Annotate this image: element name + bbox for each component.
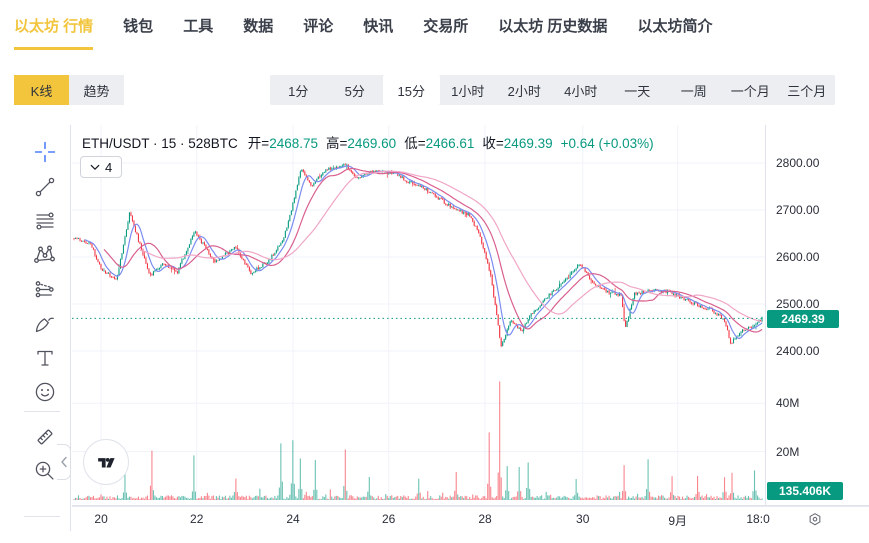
nav-item-tools[interactable]: 工具 [183,18,214,35]
price-tick-label: 2400.00 [776,344,820,358]
drawing-toolbar [20,125,71,531]
fib-retracement-icon [36,212,54,230]
ohlc-label: 开 [247,136,262,151]
current-price-badge: 2469.39 [767,310,839,328]
tf-1w[interactable]: 一周 [680,83,707,99]
chart-widget: ETH/USDT · 15 · 528BTC 开=2468.75 高=2469.60… [0,125,869,531]
tf-1mo[interactable]: 一个月 [730,83,770,99]
fib-retracement-tool-button[interactable] [32,208,58,234]
time-tick-label: 26 [382,512,396,526]
crosshair-icon [34,141,56,163]
toolbar-collapse-button[interactable] [57,444,71,480]
nav-item-exchanges[interactable]: 交易所 [423,18,469,35]
text-tool-button[interactable] [32,345,58,371]
axis-settings-button[interactable] [805,510,825,530]
chart-controls: K线 趋势 1分 5分 15分 1小时 2小时 4小时 一天 一周 一个月 三个月 [0,75,869,105]
time-tick-label: 20 [94,512,108,526]
text-icon [37,350,53,366]
tf-1m[interactable]: 1分 [288,83,309,99]
brush-icon [35,317,54,333]
nav-item-comments[interactable]: 评论 [303,18,334,35]
long-position-tool-button[interactable] [32,277,58,303]
ruler-tool-button[interactable] [32,424,58,450]
time-axis[interactable]: 20 22 24 26 28 30 9月 18:0 [72,505,869,532]
kline-button[interactable]: K线 [14,75,69,105]
price-tick-label: 2500.00 [776,297,820,311]
ruler-icon [37,429,53,445]
brush-tool-button[interactable] [32,311,58,337]
view-toggle: K线 趋势 [14,75,124,105]
xabcd-pattern-tool-button[interactable] [32,242,58,268]
chart-plot-area[interactable]: ETH/USDT · 15 · 528BTC 开=2468.75 高=2469.60… [72,125,765,505]
volume-tick-label: 20M [776,444,800,459]
chevron-left-icon [60,456,67,468]
time-tick-label: 30 [576,512,590,526]
price-tick-label: 2600.00 [776,250,820,264]
nav-item-news[interactable]: 快讯 [363,18,394,35]
nav-item-intro[interactable]: 以太坊简介 [637,18,713,35]
time-tick-label: 24 [286,512,300,526]
pane-separator [72,506,869,507]
ohlc-value: 2469.39 [503,136,553,151]
indicator-collapse-button[interactable]: 4 [80,156,123,178]
trend-line-tool-button[interactable] [32,174,58,200]
time-tick-label: 28 [478,512,492,526]
nav-item-quotes[interactable]: 以太坊 行情 [14,14,94,50]
price-tick-label: 2800.00 [776,156,820,170]
tradingview-logo-icon [98,457,115,468]
ohlc-value: 2466.61 [425,136,475,151]
tf-2h[interactable]: 2小时 [507,83,541,99]
chart-layers [72,125,765,500]
trend-line-icon [35,177,55,197]
toolbar-divider [24,516,60,517]
tf-1h[interactable]: 1小时 [451,83,485,99]
trend-button[interactable]: 趋势 [69,75,124,105]
tf-4h[interactable]: 4小时 [564,83,598,99]
tradingview-logo[interactable] [83,439,129,485]
chevron-down-icon [90,164,100,170]
ohlc-开: 开=2468.75 [247,136,318,151]
crosshair-tool-button[interactable] [32,139,58,165]
emoji-tool-button[interactable] [32,379,58,405]
toolbar-divider [24,411,60,412]
zoom-in-icon [35,461,54,480]
candlestick-chart [72,125,765,500]
symbol-title: ETH/USDT · 15 · 528BTC [82,136,238,151]
xabcd-pattern-icon [34,245,55,263]
timeframe-selector: 1分 5分 15分 1小时 2小时 4小时 一天 一周 一个月 三个月 [270,75,835,105]
nav-item-history[interactable]: 以太坊 历史数据 [498,18,608,35]
time-tick-label: 9月 [668,514,688,528]
ohlc-label: 收 [482,136,496,151]
current-volume-badge: 135.406K [767,482,843,500]
gear-icon [809,513,821,526]
time-tick-label: 18:0 [746,512,770,526]
price-change: +0.64 (+0.03%) [560,136,654,151]
ohlc-收: 收=2469.39 [482,136,553,151]
ohlc-value: 2469.60 [347,136,397,151]
top-navigation: 以太坊 行情 钱包 工具 数据 评论 快讯 交易所 以太坊 历史数据 以太坊简介 [14,14,713,50]
tf-5m[interactable]: 5分 [344,83,365,99]
nav-item-data[interactable]: 数据 [243,18,274,35]
price-axis[interactable]: 2469.39 135.406K 2800.00 2700.00 2600.00 25… [765,125,869,505]
indicator-count: 4 [105,159,113,175]
ohlc-高: 高=2469.60 [326,136,397,151]
zoom-in-tool-button[interactable] [32,458,58,484]
price-tick-label: 2700.00 [776,203,820,217]
volume-tick-label: 40M [776,396,800,411]
ohlc-label: 高 [326,136,340,151]
ohlc-label: 低 [404,136,418,151]
tf-15m[interactable]: 15分 [383,75,440,105]
emoji-icon [35,382,55,402]
ohlc-低: 低=2466.61 [404,136,475,151]
long-position-icon [35,281,54,298]
tf-3mo[interactable]: 三个月 [787,83,827,99]
nav-item-wallet[interactable]: 钱包 [123,18,154,35]
chart-legend: ETH/USDT · 15 · 528BTC 开=2468.75 高=2469.60… [82,132,654,152]
time-tick-label: 22 [190,512,204,526]
tf-1d[interactable]: 一天 [624,83,651,99]
ohlc-value: 2468.75 [269,136,318,151]
